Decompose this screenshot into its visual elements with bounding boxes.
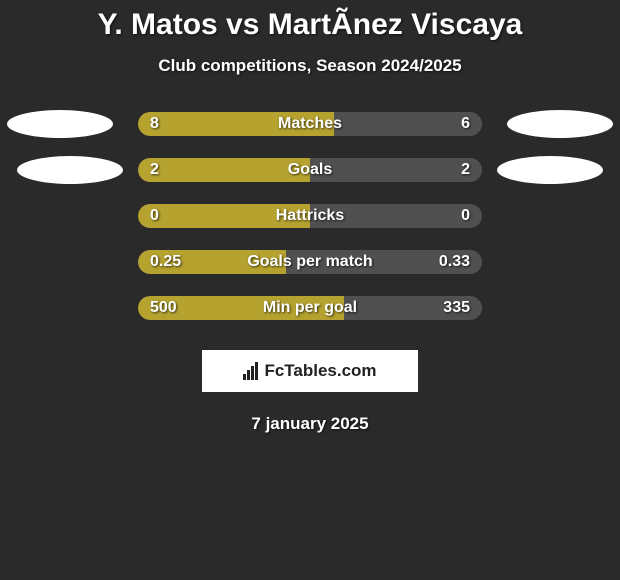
stat-label: Goals per match xyxy=(138,250,482,274)
comparison-card: Y. Matos vs MartÃnez Viscaya Club compet… xyxy=(0,0,620,434)
stat-row: Goals2 2 xyxy=(0,158,620,182)
stat-row: Goals per match0.25 0.33 xyxy=(0,250,620,274)
stat-row: Min per goal500 335 xyxy=(0,296,620,320)
stat-value-right: 0.33 xyxy=(439,250,470,274)
stat-label: Goals xyxy=(138,158,482,182)
player-marker-left xyxy=(17,156,123,184)
logo-box: FcTables.com xyxy=(202,350,418,392)
stat-value-left: 0 xyxy=(150,204,159,228)
stat-row: Hattricks0 0 xyxy=(0,204,620,228)
stat-bar: Matches8 6 xyxy=(138,112,482,136)
stat-value-left: 0.25 xyxy=(150,250,181,274)
bar-chart-icon xyxy=(243,362,258,380)
stat-value-left: 2 xyxy=(150,158,159,182)
page-title: Y. Matos vs MartÃnez Viscaya xyxy=(0,8,620,42)
stat-bar: Goals per match0.25 0.33 xyxy=(138,250,482,274)
player-marker-right xyxy=(497,156,603,184)
stat-label: Hattricks xyxy=(138,204,482,228)
date-text: 7 january 2025 xyxy=(0,414,620,434)
stat-value-left: 8 xyxy=(150,112,159,136)
stat-value-right: 6 xyxy=(461,112,470,136)
stat-bar: Hattricks0 0 xyxy=(138,204,482,228)
logo-text: FcTables.com xyxy=(264,361,376,381)
stat-value-right: 2 xyxy=(461,158,470,182)
stat-bar: Min per goal500 335 xyxy=(138,296,482,320)
stat-value-right: 0 xyxy=(461,204,470,228)
player-marker-left xyxy=(7,110,113,138)
stat-value-left: 500 xyxy=(150,296,177,320)
stat-bar: Goals2 2 xyxy=(138,158,482,182)
player-marker-right xyxy=(507,110,613,138)
stat-rows: Matches8 6 Goals2 2 Hattricks0 0 Goals per mat… xyxy=(0,112,620,320)
stat-row: Matches8 6 xyxy=(0,112,620,136)
stat-label: Min per goal xyxy=(138,296,482,320)
stat-label: Matches xyxy=(138,112,482,136)
subtitle: Club competitions, Season 2024/2025 xyxy=(0,56,620,76)
stat-value-right: 335 xyxy=(443,296,470,320)
